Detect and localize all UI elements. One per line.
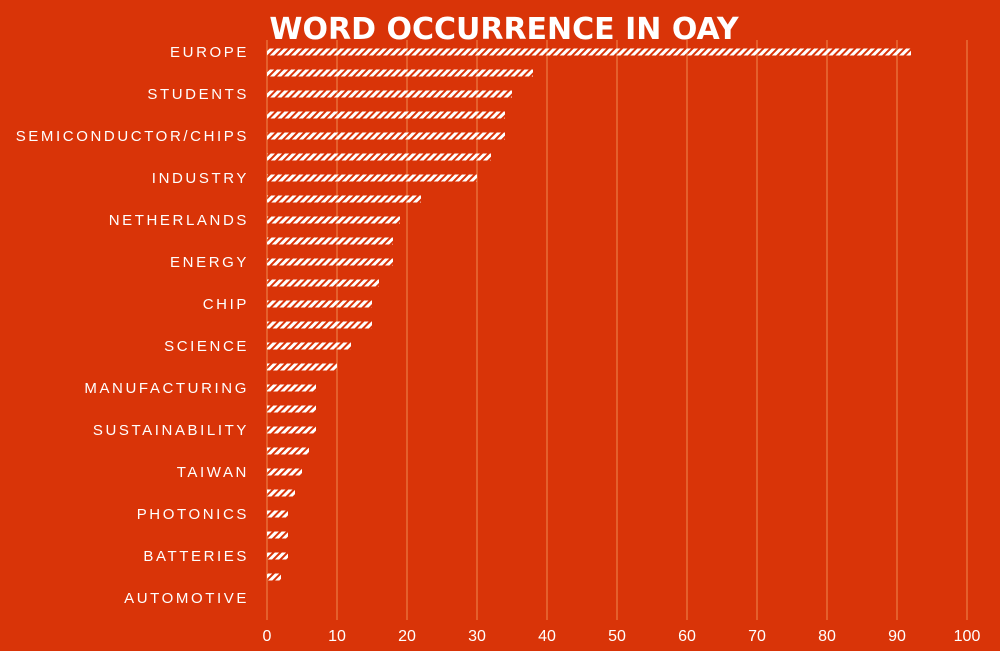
bar-18 bbox=[267, 426, 316, 434]
category-label: MANUFACTURING bbox=[84, 380, 249, 397]
category-label: SUSTAINABILITY bbox=[93, 422, 249, 439]
bar-15 bbox=[267, 363, 337, 371]
bar-2 bbox=[267, 90, 512, 98]
category-label: BATTERIES bbox=[143, 548, 249, 565]
bar-13 bbox=[267, 321, 372, 329]
category-label: PHOTONICS bbox=[137, 506, 249, 523]
bar-19 bbox=[267, 447, 309, 455]
bar-21 bbox=[267, 489, 295, 497]
bar-1 bbox=[267, 69, 533, 77]
bar-14 bbox=[267, 342, 351, 350]
bar-10 bbox=[267, 258, 393, 266]
bar-23 bbox=[267, 531, 288, 539]
bar-12 bbox=[267, 300, 372, 308]
category-label: AUTOMOTIVE bbox=[124, 590, 249, 607]
bar-9 bbox=[267, 237, 393, 245]
bar-0 bbox=[267, 48, 911, 56]
bar-7 bbox=[267, 195, 421, 203]
x-tick-label: 20 bbox=[398, 628, 416, 645]
bar-3 bbox=[267, 111, 505, 119]
bar-20 bbox=[267, 468, 302, 476]
x-tick-label: 100 bbox=[954, 628, 981, 645]
x-tick-label: 80 bbox=[818, 628, 836, 645]
x-tick-label: 10 bbox=[328, 628, 346, 645]
bar-5 bbox=[267, 153, 491, 161]
x-tick-label: 60 bbox=[678, 628, 696, 645]
category-label: TAIWAN bbox=[177, 464, 249, 481]
bar-22 bbox=[267, 510, 288, 518]
x-tick-label: 70 bbox=[748, 628, 766, 645]
category-labels: EUROPE STUDENTS SEMICONDUCTOR/CHIPS INDUSTR… bbox=[16, 44, 249, 607]
chart-title: WORD OCCURRENCE IN OAY bbox=[269, 12, 739, 47]
category-label: SCIENCE bbox=[164, 338, 249, 355]
x-tick-labels: 0 10 20 30 40 50 60 70 80 90 100 bbox=[263, 628, 981, 645]
category-label: INDUSTRY bbox=[152, 170, 249, 187]
bar-4 bbox=[267, 132, 505, 140]
bar-11 bbox=[267, 279, 379, 287]
bar-24 bbox=[267, 552, 288, 560]
category-label: NETHERLANDS bbox=[109, 212, 249, 229]
x-tick-label: 0 bbox=[263, 628, 272, 645]
category-label: CHIP bbox=[203, 296, 249, 313]
category-label: EUROPE bbox=[170, 44, 249, 61]
x-tick-label: 40 bbox=[538, 628, 556, 645]
category-label: STUDENTS bbox=[147, 86, 249, 103]
bar-17 bbox=[267, 405, 316, 413]
bar-6 bbox=[267, 174, 477, 182]
category-label: ENERGY bbox=[170, 254, 249, 271]
category-label: SEMICONDUCTOR/CHIPS bbox=[16, 128, 249, 145]
x-tick-label: 50 bbox=[608, 628, 626, 645]
bar-16 bbox=[267, 384, 316, 392]
x-tick-label: 90 bbox=[888, 628, 906, 645]
bar-8 bbox=[267, 216, 400, 224]
bars bbox=[267, 48, 911, 581]
x-tick-label: 30 bbox=[468, 628, 486, 645]
bar-25 bbox=[267, 573, 281, 581]
